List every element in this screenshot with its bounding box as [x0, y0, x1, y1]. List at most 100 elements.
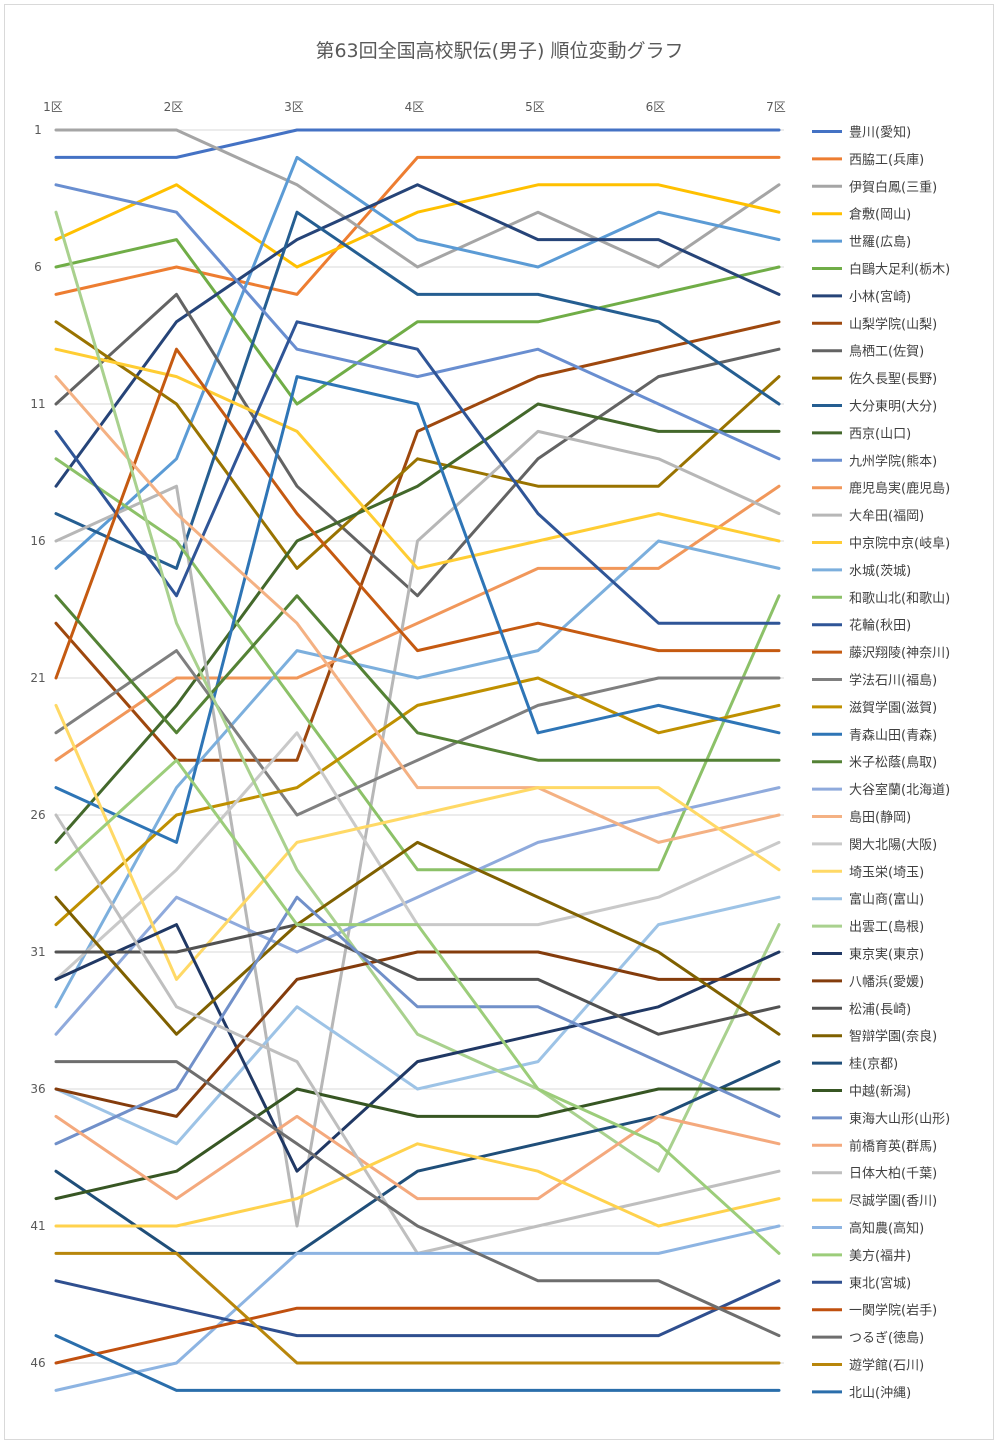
legend-entry: 学法石川(福島) — [812, 673, 937, 689]
y-tick-label: 21 — [30, 671, 45, 685]
series-line — [54, 128, 781, 269]
series-line — [54, 347, 781, 570]
legend-entry: 花輪(秋田) — [812, 618, 911, 634]
legend-entry: 富山商(富山) — [812, 892, 924, 908]
legend-entry: 尽誠学園(香川) — [812, 1193, 937, 1209]
series-lines — [54, 128, 781, 1392]
legend-entry: 美方(福井) — [812, 1248, 911, 1264]
legend-label: 青森山田(青森) — [849, 728, 937, 743]
legend-entry: 出雲工(島根) — [812, 920, 924, 935]
legend-label: 日体大柏(千葉) — [849, 1167, 937, 1182]
series-line — [54, 375, 781, 844]
legend-entry: 中京院中京(岐阜) — [812, 536, 950, 552]
series-line — [54, 375, 781, 844]
legend-entry: 豊川(愛知) — [812, 125, 911, 141]
legend-entry: 松浦(長崎) — [812, 1002, 911, 1017]
x-tick-label: 6区 — [646, 100, 666, 114]
series-line — [54, 155, 781, 296]
legend-entry: 大分東明(大分) — [812, 399, 937, 415]
legend-label: 花輪(秋田) — [849, 618, 911, 634]
legend-label: 倉敷(岡山) — [849, 208, 911, 223]
legend-entry: 水城(茨城) — [812, 564, 911, 579]
series-line — [54, 786, 781, 1036]
legend-entry: 東北(宮城) — [812, 1275, 911, 1291]
series-line — [54, 1334, 781, 1392]
legend-label: 美方(福井) — [849, 1248, 911, 1264]
y-tick-label: 26 — [30, 808, 45, 822]
legend-label: 東北(宮城) — [849, 1275, 911, 1291]
legend-entry: 藤沢翔陵(神奈川) — [812, 646, 950, 661]
legend-label: 世羅(広島) — [849, 235, 911, 250]
legend-entry: 一関学院(岩手) — [812, 1303, 937, 1319]
legend-entry: 遊学館(石川) — [812, 1358, 924, 1374]
series-line — [54, 539, 781, 1009]
series-line — [54, 210, 781, 1173]
legend-entry: 高知農(高知) — [812, 1221, 924, 1237]
series-line — [54, 895, 781, 1146]
series-line — [54, 183, 781, 488]
legend-entry: 八幡浜(愛媛) — [812, 975, 924, 990]
legend-label: 島田(静岡) — [849, 811, 911, 826]
legend-entry: つるぎ(徳島) — [812, 1331, 924, 1346]
x-tick-label: 3区 — [284, 100, 304, 114]
legend-entry: 鹿児島実(鹿児島) — [812, 481, 950, 497]
series-line — [54, 649, 781, 817]
legend-label: 東京実(東京) — [849, 947, 924, 963]
legend-label: 出雲工(島根) — [849, 920, 924, 935]
legend-label: 滋賀学園(滋賀) — [849, 700, 937, 716]
series-line — [54, 923, 781, 1036]
legend-label: 鳥栖工(佐賀) — [849, 345, 924, 360]
series-line — [54, 895, 781, 1146]
legend-entry: 白鷗大足利(栃木) — [812, 262, 950, 278]
legend-label: 学法石川(福島) — [849, 673, 937, 689]
legend-entry: 北山(沖縄) — [812, 1386, 911, 1401]
legend-entry: 佐久長聖(長野) — [812, 372, 937, 387]
legend-label: 藤沢翔陵(神奈川) — [849, 646, 950, 661]
legend-entry: 智辯学園(奈良) — [812, 1029, 937, 1045]
series-line — [54, 1251, 781, 1365]
y-tick-label: 6 — [34, 260, 42, 274]
series-line — [54, 1142, 781, 1228]
legend-entry: 島田(静岡) — [812, 811, 911, 826]
y-tick-label: 36 — [30, 1082, 45, 1096]
series-line — [54, 155, 781, 570]
legend-label: 小林(宮崎) — [849, 289, 911, 305]
y-tick-label: 41 — [30, 1219, 45, 1233]
x-tick-label: 1区 — [43, 100, 63, 114]
legend-label: 関大北陽(大阪) — [849, 838, 937, 853]
legend-label: 尽誠学園(香川) — [849, 1193, 937, 1209]
legend-label: 桂(京都) — [849, 1057, 898, 1072]
series-line — [54, 292, 781, 598]
legend-label: 八幡浜(愛媛) — [849, 975, 924, 990]
series-line — [54, 320, 781, 570]
legend-entry: 伊賀白鳳(三重) — [812, 179, 937, 195]
legend-entry: 大谷室蘭(北海道) — [812, 782, 950, 798]
legend-label: 中京院中京(岐阜) — [849, 536, 950, 552]
chart-title: 第63回全国高校駅伝(男子) 順位変動グラフ — [315, 40, 684, 62]
legend-label: 大谷室蘭(北海道) — [849, 782, 950, 798]
legend-label: 水城(茨城) — [849, 564, 911, 579]
legend-entry: 世羅(広島) — [812, 235, 911, 250]
legend-entry: 中越(新潟) — [812, 1084, 911, 1100]
series-line — [54, 950, 781, 1118]
legend-entry: 滋賀学園(滋賀) — [812, 700, 937, 716]
legend-label: 智辯学園(奈良) — [849, 1029, 937, 1045]
legend-entry: 西脇工(兵庫) — [812, 153, 924, 168]
legend-entry: 関大北陽(大阪) — [812, 838, 937, 853]
series-line — [54, 1060, 781, 1338]
legend-label: 和歌山北(和歌山) — [849, 591, 950, 606]
legend-label: つるぎ(徳島) — [849, 1331, 924, 1346]
legend-label: 白鷗大足利(栃木) — [849, 262, 950, 278]
series-line — [54, 457, 781, 872]
series-line — [54, 923, 781, 1173]
legend-label: 前橋育英(群馬) — [849, 1138, 937, 1154]
legend-label: 大分東明(大分) — [849, 399, 937, 415]
legend-label: 大牟田(福岡) — [849, 509, 924, 524]
legend: 豊川(愛知) 西脇工(兵庫) 伊賀白鳳(三重) 倉敷(岡山) 世羅(広島) 白鷗大足利(栃… — [812, 125, 950, 1401]
x-tick-label: 4区 — [405, 100, 425, 114]
legend-entry: 青森山田(青森) — [812, 728, 937, 743]
legend-entry: 東京実(東京) — [812, 947, 924, 963]
legend-entry: 山梨学院(山梨) — [812, 316, 937, 332]
